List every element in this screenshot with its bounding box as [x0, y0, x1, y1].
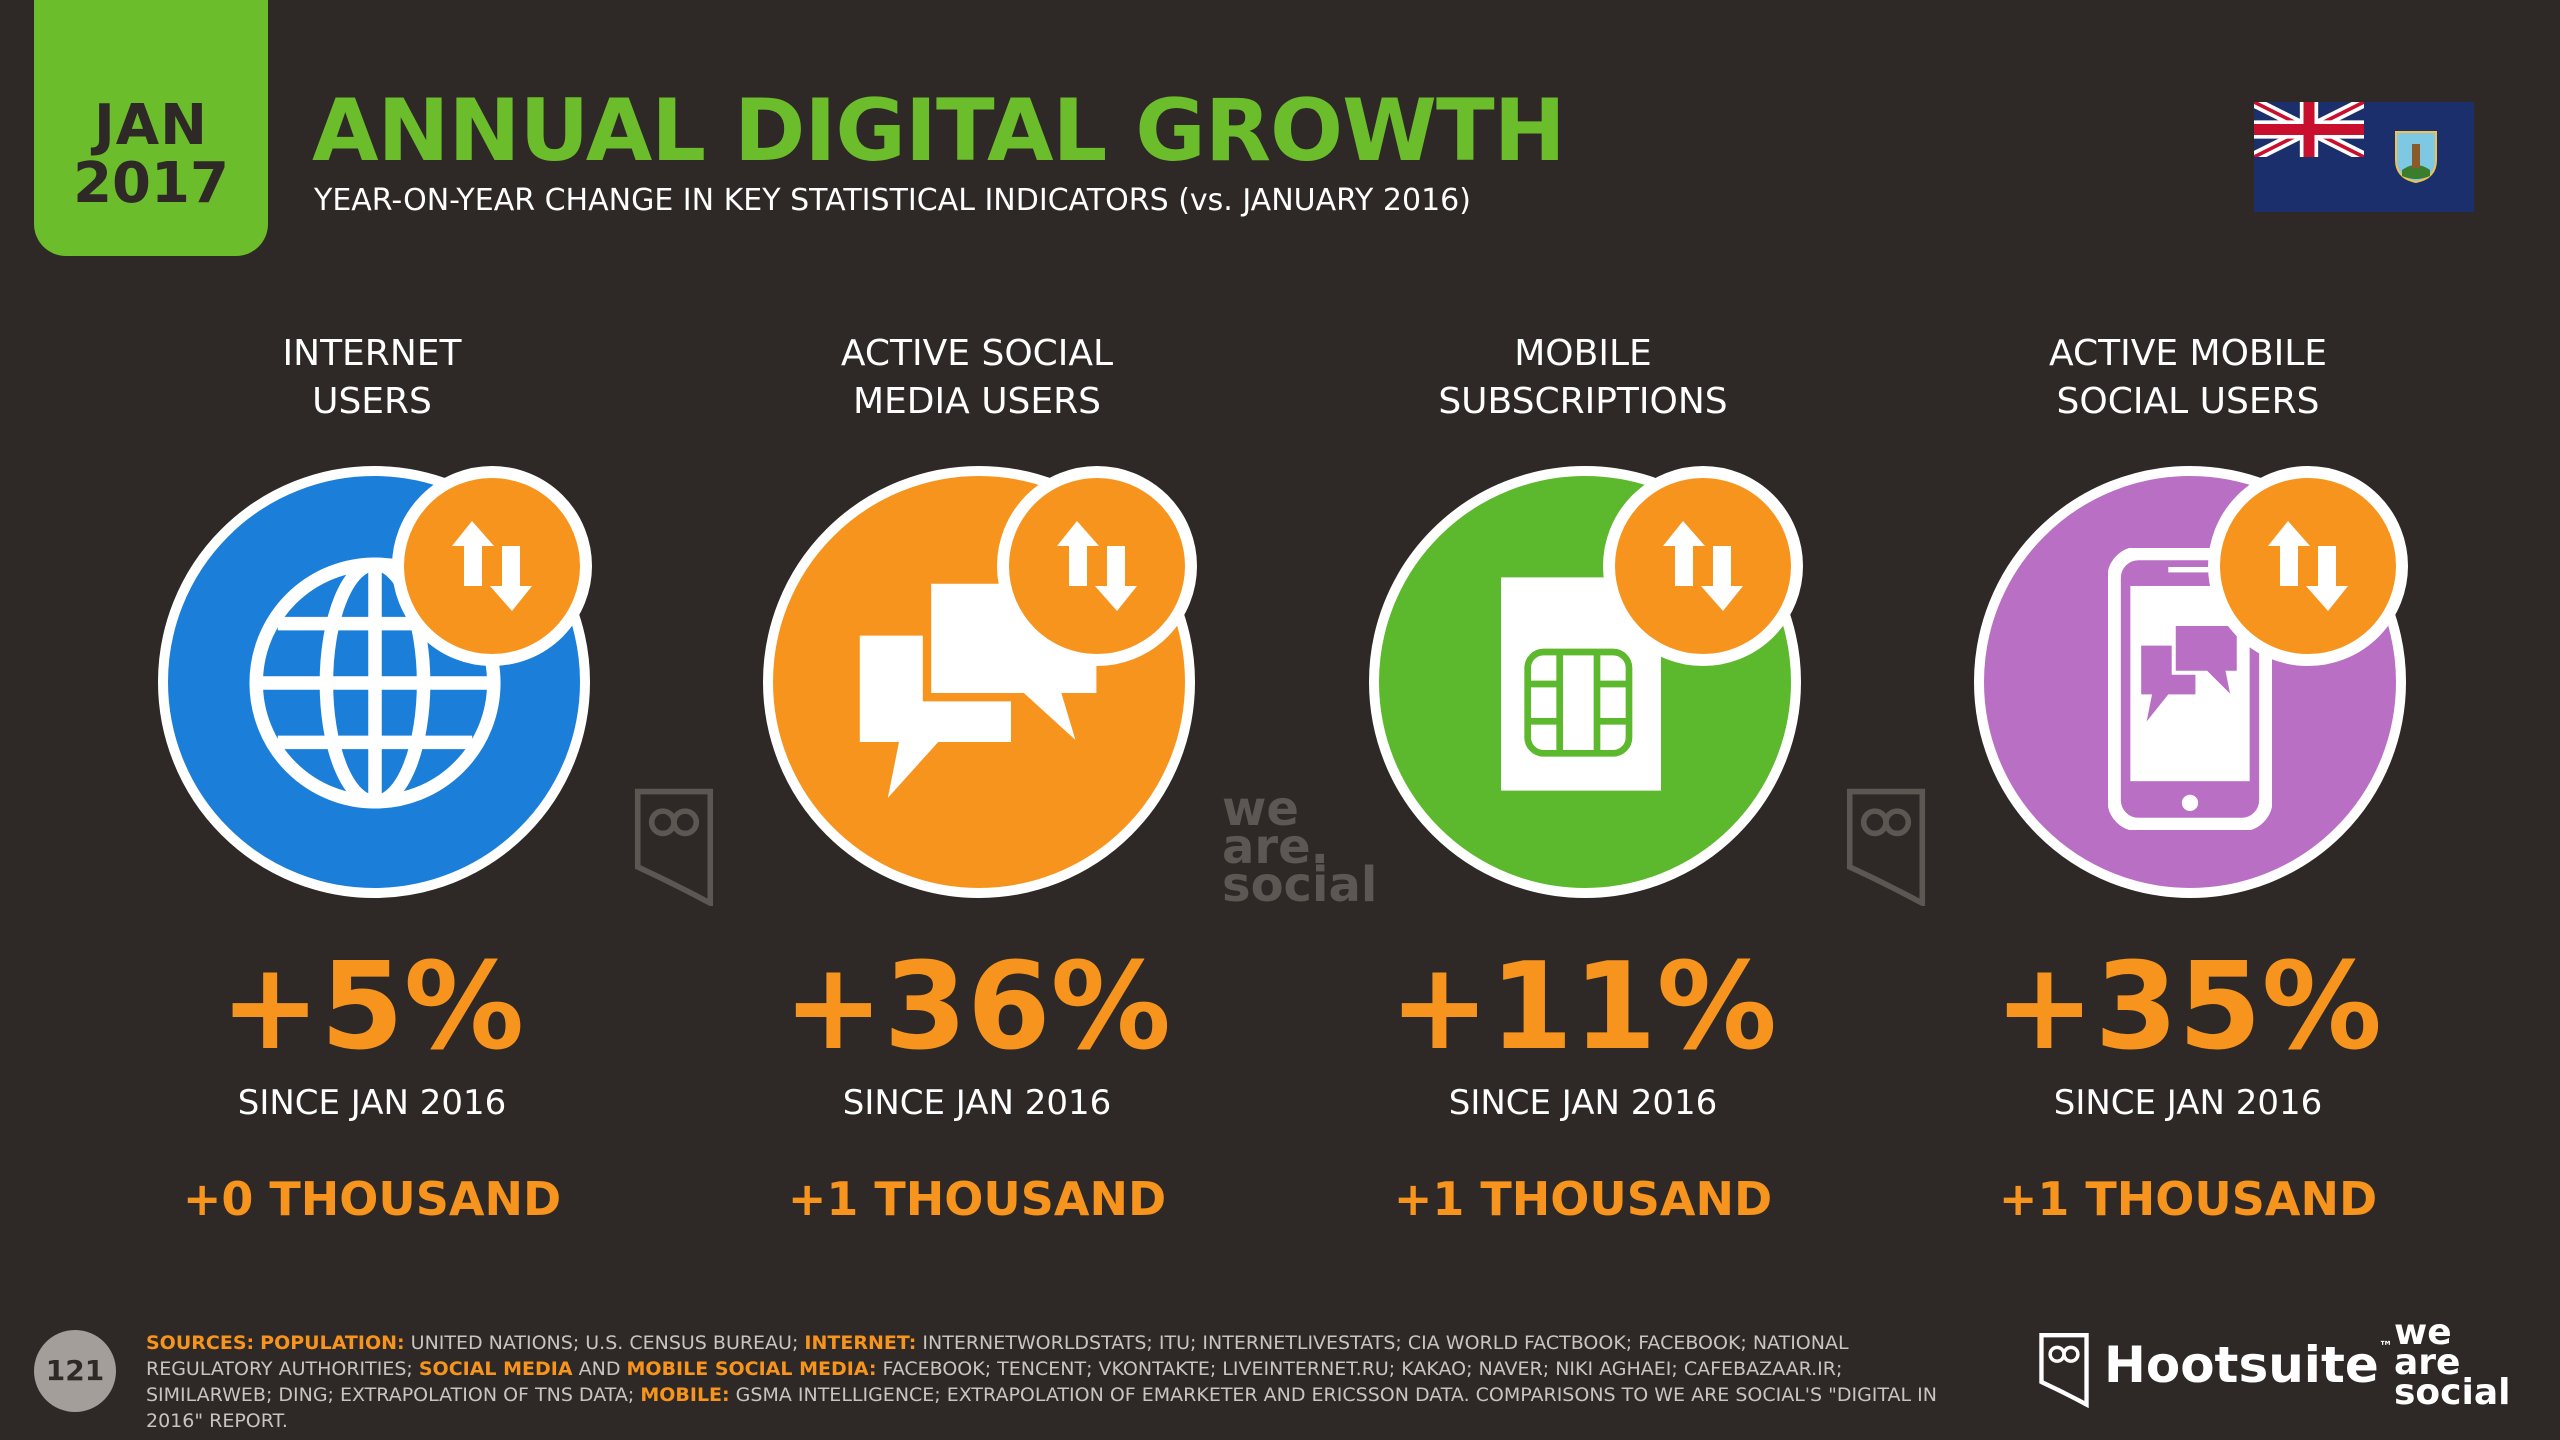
stat-label: MOBILE SUBSCRIPTIONS	[1438, 333, 1728, 422]
change-percent: +5%	[219, 938, 525, 1077]
owl-watermark-icon	[1846, 788, 1926, 906]
absolute-change: +1 THOUSAND	[787, 1172, 1167, 1226]
stat-label: ACTIVE MOBILE SOCIAL USERS	[2048, 333, 2328, 422]
absolute-change: +1 THOUSAND	[1393, 1172, 1773, 1226]
date-year: 2017	[73, 151, 229, 216]
globe-icon	[249, 557, 501, 809]
stat-label: ACTIVE SOCIAL MEDIA USERS	[840, 333, 1114, 422]
sim-card-icon	[1501, 577, 1661, 791]
change-percent: +36%	[783, 938, 1171, 1077]
change-percent: +35%	[1994, 938, 2382, 1077]
hootsuite-owl-icon	[2039, 1333, 2089, 1408]
since-label: SINCE JAN 2016	[842, 1083, 1112, 1123]
since-label: SINCE JAN 2016	[237, 1083, 507, 1123]
change-arrows-badge	[2208, 466, 2408, 666]
absolute-change: +0 THOUSAND	[182, 1172, 562, 1226]
change-arrows-badge	[997, 466, 1197, 666]
up-down-arrows-icon	[2268, 521, 2348, 611]
date-month: JAN	[93, 93, 209, 158]
absolute-change: +1 THOUSAND	[1998, 1172, 2378, 1226]
up-down-arrows-icon	[1057, 521, 1137, 611]
change-percent: +11%	[1389, 938, 1777, 1077]
up-down-arrows-icon	[1663, 521, 1743, 611]
sources-text: SOURCES: POPULATION: UNITED NATIONS; U.S…	[146, 1332, 1937, 1432]
change-arrows-badge	[392, 466, 592, 666]
since-label: SINCE JAN 2016	[1448, 1083, 1718, 1123]
date-tab: JAN 2017	[34, 0, 268, 256]
phone-chat-icon	[2108, 548, 2272, 830]
up-down-arrows-icon	[452, 521, 532, 611]
crest-icon	[2395, 131, 2437, 184]
change-arrows-badge	[1603, 466, 1803, 666]
page-number: 121	[34, 1330, 116, 1412]
flag-icon	[2254, 102, 2474, 212]
page-title: ANNUAL DIGITAL GROWTH	[312, 81, 1566, 181]
page-subtitle: YEAR-ON-YEAR CHANGE IN KEY STATISTICAL I…	[314, 183, 1471, 218]
union-jack-icon	[2254, 102, 2364, 157]
owl-watermark-icon	[634, 788, 714, 906]
we-are-social-watermark: we are. social	[1222, 781, 1378, 913]
since-label: SINCE JAN 2016	[2053, 1083, 2323, 1123]
social-circle	[763, 466, 1195, 898]
stat-label: INTERNET USERS	[282, 333, 462, 422]
we-are-social-logo: we are social	[2394, 1312, 2511, 1413]
